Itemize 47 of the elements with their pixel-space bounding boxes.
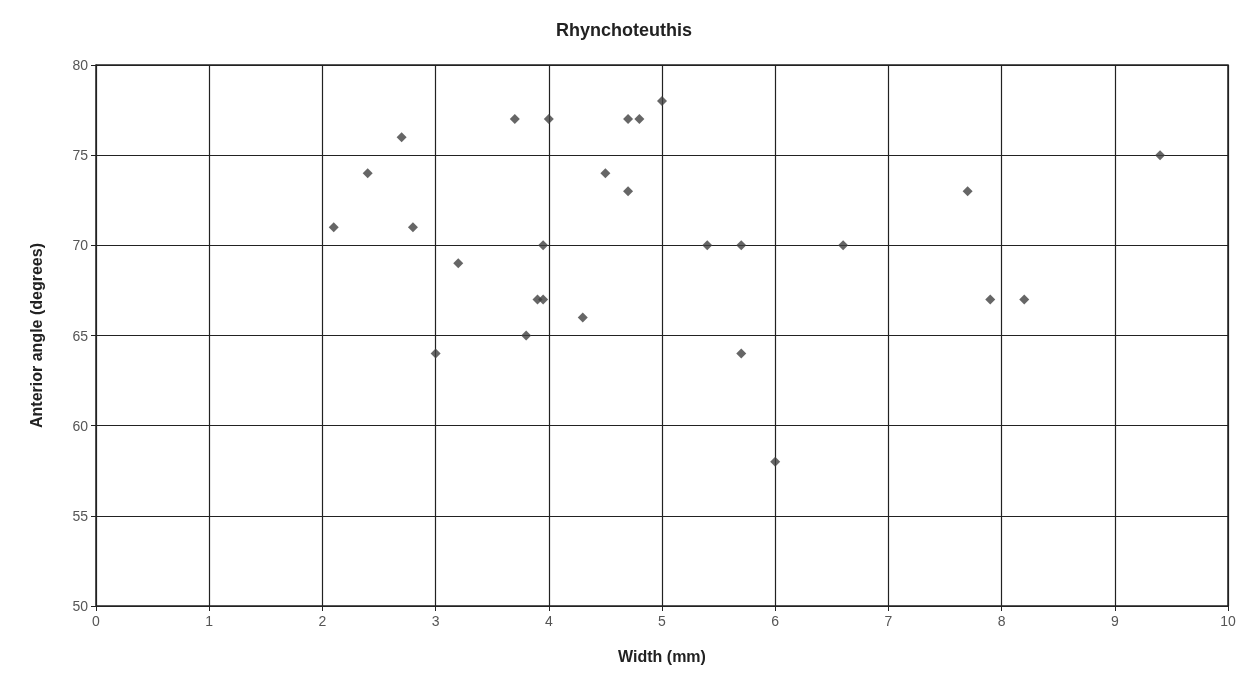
- point: [962, 186, 973, 197]
- x-tick-label: 8: [997, 613, 1006, 629]
- point: [1019, 294, 1030, 305]
- point: [509, 114, 520, 125]
- point: [736, 240, 747, 251]
- x-tick-label: 9: [1110, 613, 1119, 629]
- x-tick-label: 3: [431, 613, 440, 629]
- y-tick-label: 80: [72, 57, 89, 73]
- point: [1155, 150, 1166, 161]
- x-axis-title: Width (mm): [618, 647, 706, 665]
- point: [985, 294, 996, 305]
- point: [838, 240, 849, 251]
- point: [736, 348, 747, 359]
- y-tick-label: 75: [72, 147, 89, 164]
- point: [538, 240, 549, 251]
- y-tick-label: 70: [72, 237, 89, 254]
- point: [623, 114, 634, 125]
- x-tick-label: 1: [205, 613, 214, 629]
- x-tick-label: 5: [658, 613, 667, 629]
- x-tick-label: 4: [544, 613, 553, 629]
- x-tick-label: 0: [92, 613, 101, 629]
- point: [521, 330, 532, 341]
- point: [657, 96, 667, 107]
- y-tick-label: 65: [72, 327, 89, 344]
- point: [577, 312, 588, 323]
- point: [623, 186, 634, 197]
- y-tick-label: 55: [72, 507, 89, 524]
- point: [407, 222, 418, 233]
- point: [430, 348, 441, 359]
- point: [538, 294, 549, 305]
- point: [634, 114, 645, 125]
- point: [543, 114, 554, 125]
- point: [600, 168, 611, 179]
- x-tick-label: 6: [771, 613, 780, 629]
- point: [453, 258, 464, 269]
- x-tick-label: 7: [884, 613, 893, 629]
- point: [328, 222, 339, 233]
- y-tick-label: 60: [72, 417, 89, 434]
- point: [702, 240, 713, 251]
- point: [362, 168, 373, 179]
- x-tick-label: 2: [318, 613, 327, 629]
- chart-title: Rhynchoteuthis: [555, 20, 693, 40]
- x-tick-label: 10: [1220, 613, 1236, 629]
- point: [770, 456, 781, 467]
- point: [396, 132, 407, 143]
- y-tick-label: 50: [72, 598, 89, 614]
- y-axis-title: Anterior angle (degrees): [27, 243, 45, 428]
